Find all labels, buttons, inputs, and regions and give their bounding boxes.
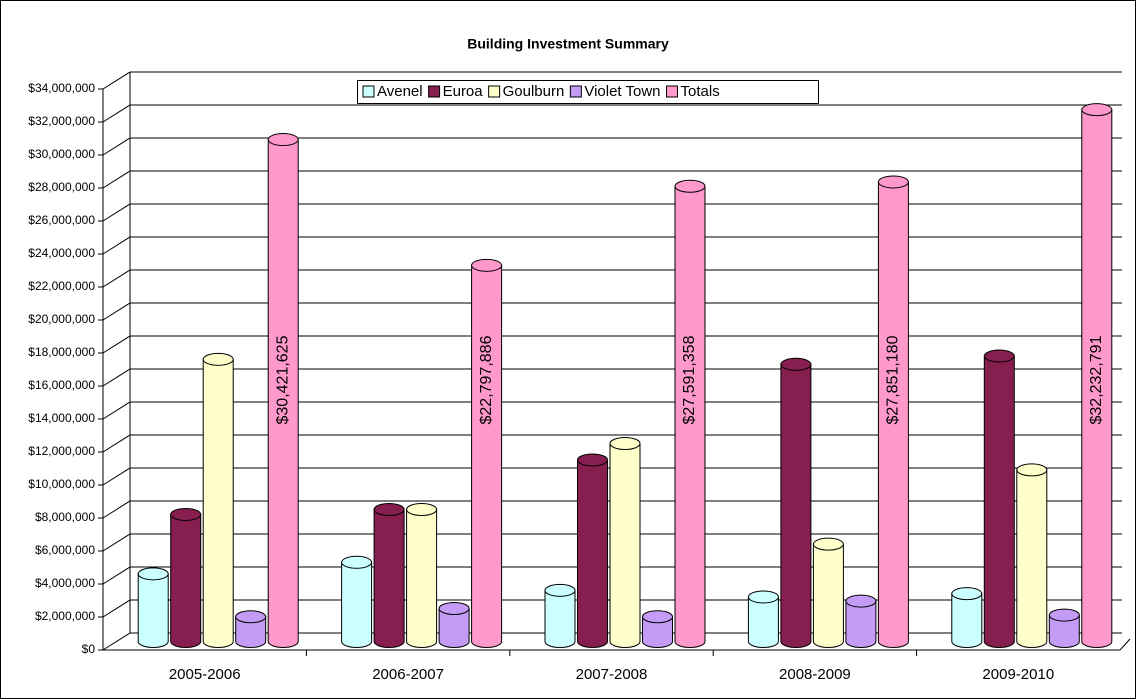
legend-box [357, 80, 819, 104]
legend-label: Violet Town [584, 83, 660, 100]
legend-label: Goulburn [503, 83, 565, 100]
bar [877, 175, 909, 648]
x-tick-label: 2006-2007 [372, 666, 444, 683]
legend-swatch [428, 85, 441, 98]
bar [1016, 463, 1048, 648]
grid-line [102, 566, 131, 585]
chart-title: Building Investment Summary [467, 36, 669, 52]
y-tick-label: $30,000,000 [28, 147, 95, 161]
bar [780, 357, 812, 648]
y-tick-label: $14,000,000 [28, 411, 95, 425]
bar [544, 583, 576, 648]
grid-line [102, 335, 131, 354]
y-tick-label: $8,000,000 [35, 510, 95, 524]
y-tick-label: $26,000,000 [28, 213, 95, 227]
bar [202, 352, 234, 648]
y-tick-label: $22,000,000 [28, 279, 95, 293]
grid-line [102, 632, 131, 651]
bar [406, 503, 438, 648]
legend-swatch [569, 85, 582, 98]
bar [747, 590, 779, 648]
x-tick-label: 2005-2006 [169, 666, 241, 683]
y-tick-label: $2,000,000 [35, 609, 95, 623]
y-tick-label: $34,000,000 [28, 81, 95, 95]
y-tick-label: $24,000,000 [28, 246, 95, 260]
y-tick-label: $28,000,000 [28, 180, 95, 194]
bar [609, 437, 641, 648]
bar [170, 507, 202, 648]
value-label: $32,232,791 [1088, 335, 1105, 424]
floor-edge [1119, 638, 1131, 651]
grid-line [102, 467, 131, 486]
grid-line [102, 599, 131, 618]
grid-line [102, 137, 131, 156]
bar [373, 503, 405, 648]
y-tick-label: $6,000,000 [35, 543, 95, 557]
grid-line [102, 71, 131, 90]
grid-line [102, 533, 131, 552]
y-tick-label: $18,000,000 [28, 345, 95, 359]
grid-line [102, 236, 131, 255]
legend-label: Totals [681, 83, 720, 100]
legend-swatch [362, 85, 375, 98]
legend: Avenel Euroa Goulburn Violet Town Totals [357, 80, 819, 104]
x-tick-label: 2008-2009 [779, 666, 851, 683]
bar [1048, 608, 1080, 648]
value-label: $27,591,358 [681, 335, 698, 424]
legend-label: Avenel [377, 83, 423, 100]
bar [137, 567, 169, 648]
legend-label: Euroa [443, 83, 484, 100]
bar [341, 555, 373, 648]
grid-line [102, 170, 131, 189]
y-tick-label: $4,000,000 [35, 576, 95, 590]
bar [1081, 103, 1113, 648]
bar [267, 133, 299, 648]
bar [471, 258, 503, 648]
legend-swatch [488, 85, 501, 98]
y-tick-label: $32,000,000 [28, 114, 95, 128]
bar [845, 594, 877, 648]
grid-line [102, 401, 131, 420]
bar [235, 610, 267, 648]
x-tick-label: 2009-2010 [982, 666, 1054, 683]
bar [577, 453, 608, 648]
y-tick-label: $10,000,000 [28, 477, 95, 491]
bar [438, 602, 470, 648]
grid-line [102, 203, 131, 222]
grid-line [102, 500, 131, 519]
value-label: $22,797,886 [478, 335, 495, 424]
bar [642, 610, 673, 648]
y-tick-label: $16,000,000 [28, 378, 95, 392]
grid-line [102, 434, 131, 453]
grid-line [102, 302, 131, 321]
bar [674, 179, 706, 648]
bar [812, 537, 844, 648]
y-tick-label: $20,000,000 [28, 312, 95, 326]
bar [951, 587, 983, 648]
value-label: $30,421,625 [274, 335, 291, 424]
grid-line [102, 368, 131, 387]
bar [983, 349, 1015, 648]
y-tick-label: $12,000,000 [28, 444, 95, 458]
legend-swatch [666, 85, 679, 98]
x-tick-label: 2007-2008 [576, 666, 648, 683]
y-tick-label: $0 [82, 642, 96, 656]
grid-line [102, 269, 131, 288]
grid-line [102, 104, 131, 123]
value-label: $27,851,180 [885, 335, 902, 424]
